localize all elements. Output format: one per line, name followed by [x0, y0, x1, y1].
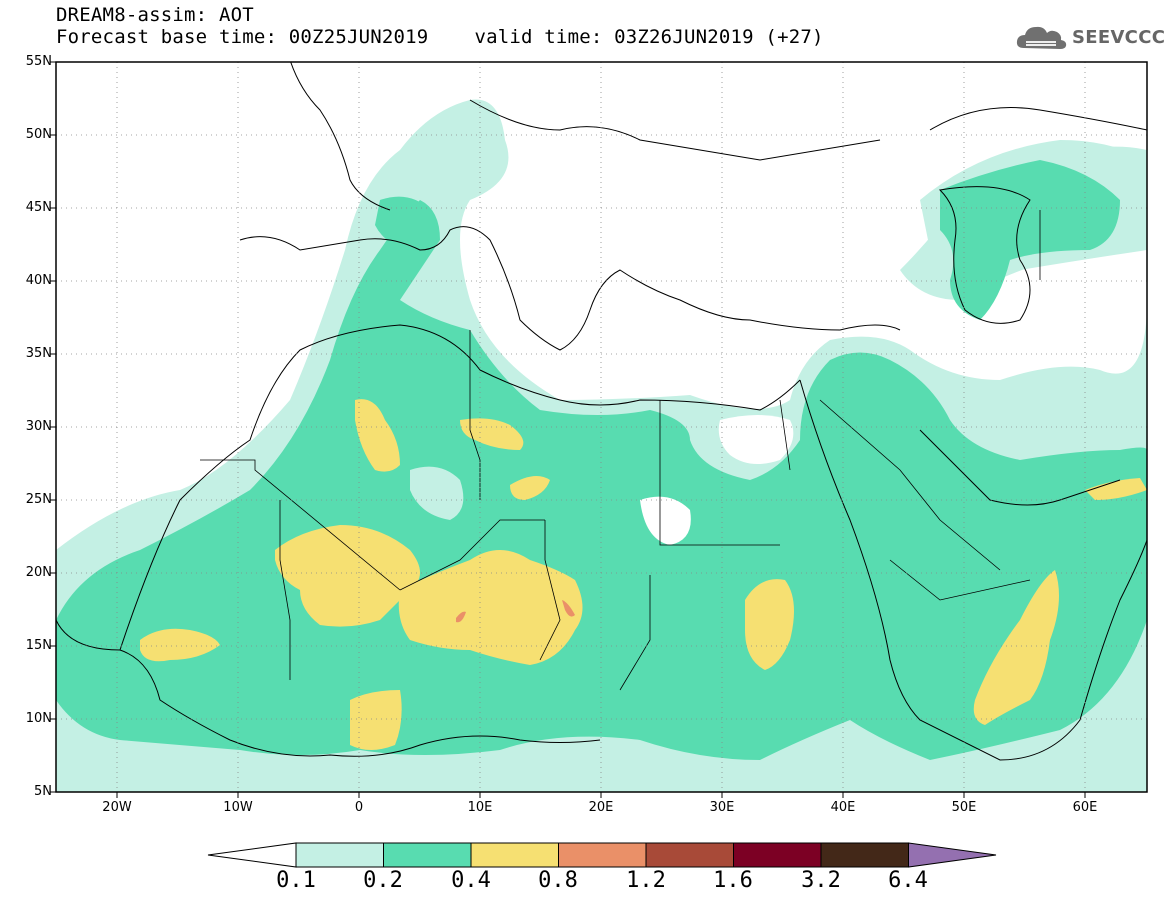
aot-band-0.4-gulf: [1085, 478, 1147, 500]
aot-band-0.4-sudan: [745, 579, 794, 670]
aot-contours: [56, 99, 1147, 792]
lon-label: 20W: [102, 800, 132, 815]
aot-band-0.4-algeria: [355, 399, 400, 472]
colorbar-label: 1.6: [713, 868, 753, 893]
lon-label: 20E: [588, 800, 614, 815]
colorbar-label: 1.2: [626, 868, 666, 893]
map-title: DREAM8-assim: AOT: [56, 4, 254, 26]
aot-gap-egypt: [718, 415, 794, 464]
lon-label: 30E: [709, 800, 735, 815]
aot-band-0.8-niger: [456, 611, 466, 623]
aot-band-0.4-libya-s: [510, 476, 550, 500]
aot-band-0.4-nigeria: [350, 690, 402, 750]
lat-label: 20N: [25, 565, 52, 580]
lat-label: 10N: [25, 711, 52, 726]
lon-label: 50E: [951, 800, 977, 815]
lon-label: 10W: [223, 800, 253, 815]
lat-label: 45N: [25, 200, 52, 215]
lon-label: 60E: [1072, 800, 1098, 815]
aot-band-0.4-mali: [275, 525, 420, 627]
base-time: Forecast base time: 00Z25JUN2019: [56, 26, 429, 48]
logo-text: SEEVCCC: [1072, 26, 1165, 48]
colorbar-label: 3.2: [801, 868, 841, 893]
coastlines: [56, 62, 1147, 761]
lon-label: 0: [354, 800, 364, 815]
aot-band-0.4-sahel-west: [140, 628, 220, 662]
lat-label: 15N: [25, 638, 52, 653]
aot-band-0.4-niger: [398, 550, 583, 665]
cloud-icon: [1016, 26, 1067, 49]
colorbar-label: 0.8: [538, 868, 578, 893]
lat-label: 25N: [25, 492, 52, 507]
lon-label: 10E: [467, 800, 493, 815]
lat-label: 40N: [25, 273, 52, 288]
lat-label: 50N: [25, 127, 52, 142]
lat-label: 35N: [25, 346, 52, 361]
aot-band-0.4-arabian-sea: [973, 570, 1059, 725]
lat-label: 5N: [34, 784, 52, 799]
country-borders: [200, 210, 1041, 691]
colorbar-label: 0.2: [363, 868, 403, 893]
lon-label: 40E: [830, 800, 856, 815]
colorbar-label: 0.1: [276, 868, 316, 893]
forecast-times: Forecast base time: 00Z25JUN2019 valid ti…: [56, 26, 824, 48]
lat-label: 30N: [25, 419, 52, 434]
axis-ticks: [50, 61, 1086, 798]
aot-band-0.2-caspian: [940, 160, 1120, 320]
colorbar-label: 0.4: [451, 868, 491, 893]
aot-band-0.4-libya-n: [460, 418, 524, 450]
aot-gap-libya: [640, 496, 691, 545]
colorbar-label: 6.4: [888, 868, 928, 893]
aot-band-0.8-chad: [562, 600, 575, 617]
lat-label: 55N: [25, 54, 52, 69]
graticule: [56, 62, 1147, 792]
valid-time: valid time: 03Z26JUN2019 (+27): [474, 26, 824, 48]
aot-gap-sahara: [410, 466, 464, 520]
seevccc-logo: SEEVCCC: [1016, 20, 1165, 54]
